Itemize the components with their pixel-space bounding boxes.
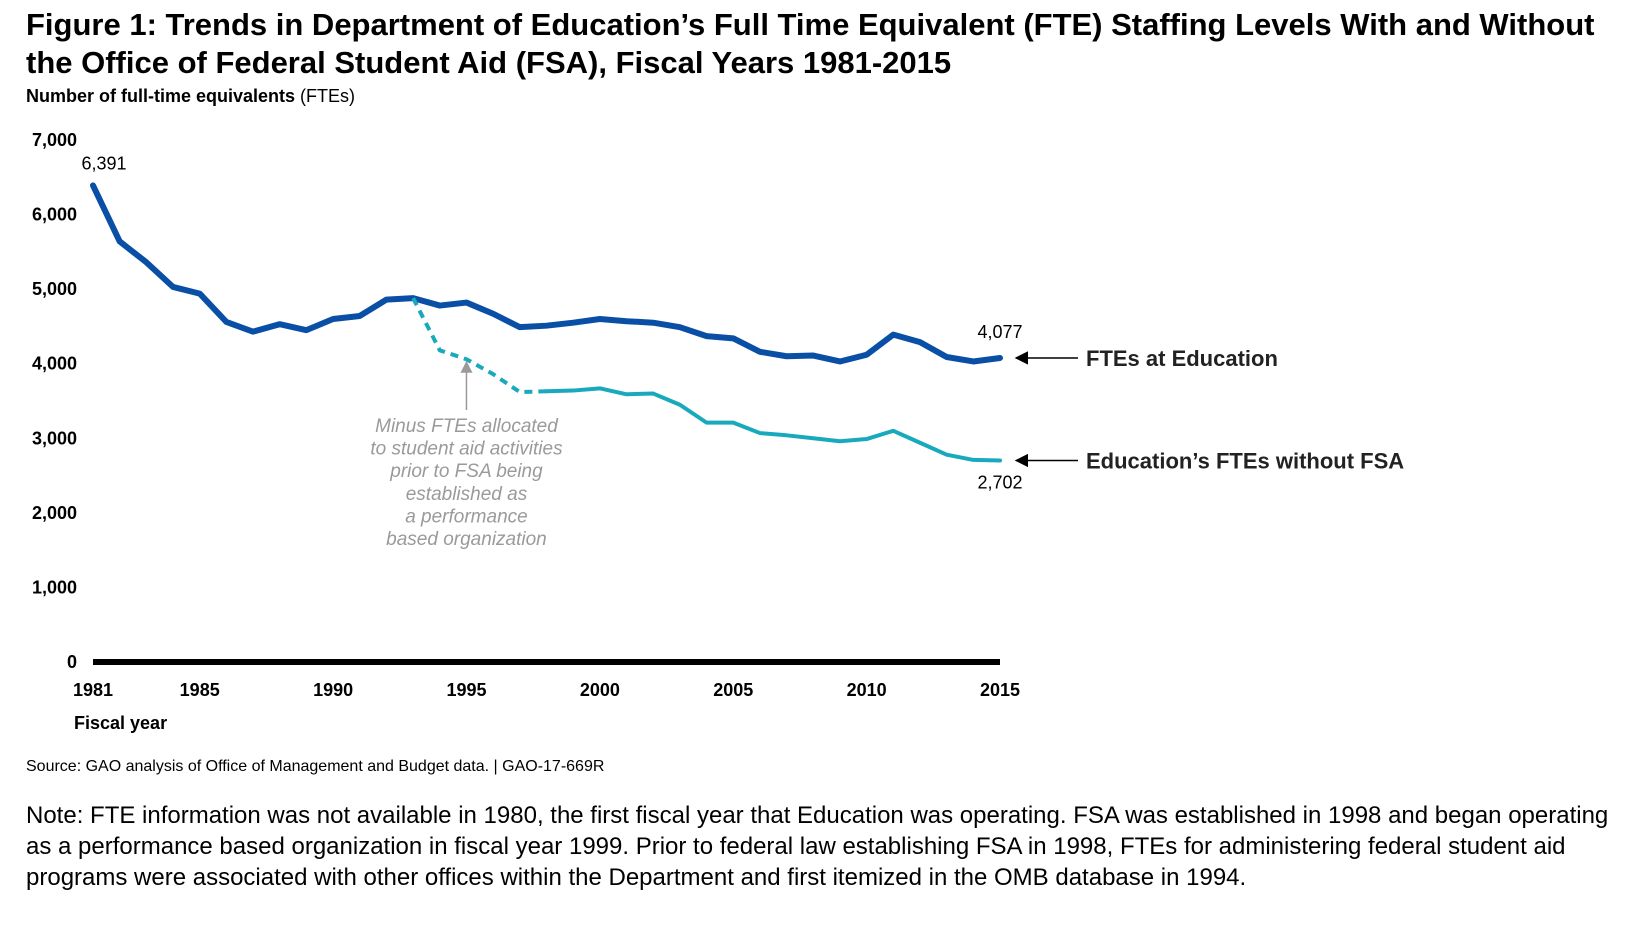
data-labels: 6,391 4,077 2,702 (81, 153, 1022, 492)
line-chart: 0 1,000 2,000 3,000 4,000 5,000 6,000 7,000 198… (32, 130, 1404, 733)
y-axis-unit-label: Number of full-time equivalents (FTEs) (26, 86, 355, 107)
y-tick-label: 7,000 (32, 130, 77, 150)
y-tick-label: 5,000 (32, 279, 77, 299)
y-tick-label: 3,000 (32, 428, 77, 448)
y-tick-label: 0 (67, 652, 77, 672)
annotation-text-line: Minus FTEs allocated (375, 416, 559, 437)
figure-title: Figure 1: Trends in Department of Educat… (26, 7, 1595, 80)
y-tick-label: 6,000 (32, 205, 77, 225)
annotation-text-line: based organization (386, 529, 547, 550)
data-label: 6,391 (81, 153, 126, 173)
note-paragraph: Note: FTE information was not available … (26, 802, 1609, 891)
y-tick-label: 1,000 (32, 577, 77, 597)
x-tick-label: 2010 (847, 680, 887, 700)
series-label-without-fsa: Education’s FTEs without FSA (1086, 449, 1404, 474)
series-lines (90, 182, 1003, 463)
x-tick-label: 1995 (446, 680, 486, 700)
series-labels: FTEs at Education Education’s FTEs withou… (1014, 346, 1404, 474)
annotation-text-line: to student aid activities (370, 439, 563, 460)
x-tick-label: 1981 (73, 680, 113, 700)
series-line-with-fsa (90, 182, 1003, 365)
series-label-with-fsa: FTEs at Education (1086, 346, 1278, 371)
series-line-without-fsa-dashed (411, 297, 547, 395)
y-axis-unit-label-rest: (FTEs) (295, 86, 356, 106)
y-tick-label: 4,000 (32, 354, 77, 374)
x-tick-label: 2000 (580, 680, 620, 700)
y-axis-unit-label-bold: Number of full-time equivalents (26, 86, 296, 106)
x-tick-label: 2015 (980, 680, 1020, 700)
annotation-text-line: prior to FSA being (389, 461, 543, 482)
annotation-text-line: a performance (405, 506, 528, 527)
x-axis-ticks: 1981 1985 1990 1995 2000 2005 2010 2015 (73, 680, 1020, 700)
y-axis-ticks: 0 1,000 2,000 3,000 4,000 5,000 6,000 7,000 (32, 130, 77, 672)
annotation-text-line: established as (406, 484, 528, 505)
series-line-without-fsa (544, 386, 1002, 463)
data-label: 4,077 (977, 322, 1022, 342)
x-tick-label: 2005 (713, 680, 753, 700)
data-label: 2,702 (977, 473, 1022, 493)
x-axis-title: Fiscal year (74, 713, 167, 733)
y-tick-label: 2,000 (32, 503, 77, 523)
x-tick-label: 1990 (313, 680, 353, 700)
source-line: Source: GAO analysis of Office of Manage… (26, 758, 605, 775)
x-tick-label: 1985 (180, 680, 220, 700)
